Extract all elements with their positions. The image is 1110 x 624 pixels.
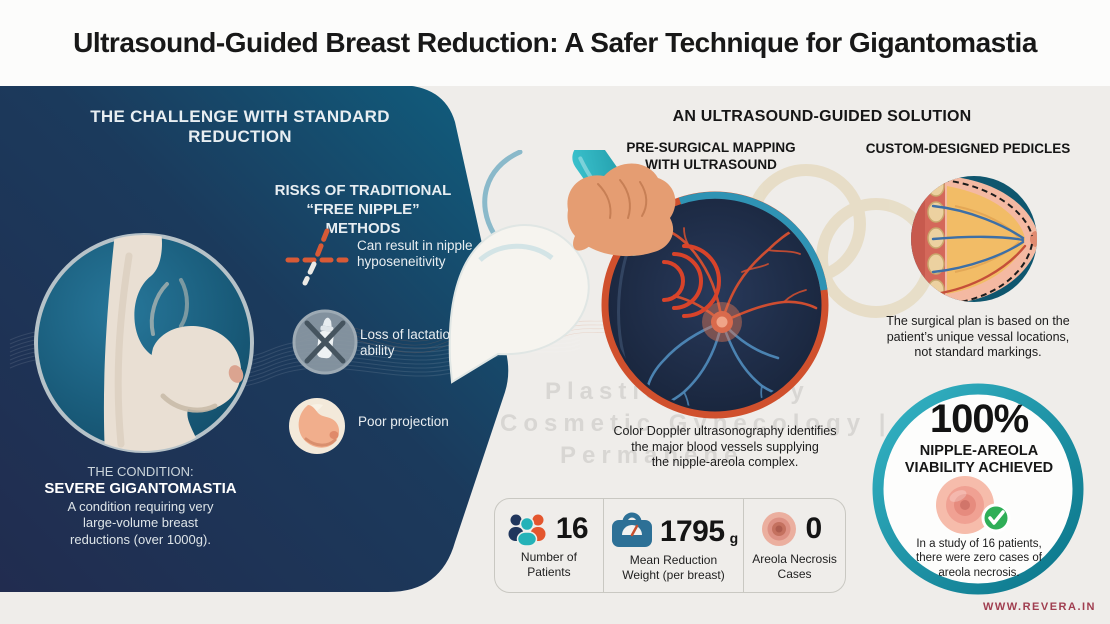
challenge-panel-shape (0, 85, 509, 592)
risk-item-label: Loss of lactation ability (360, 327, 458, 359)
condition-label: THE CONDITION: (87, 464, 194, 479)
stat-unit: g (729, 530, 739, 547)
mapping-title: PRE-SURGICAL MAPPING WITH ULTRASOUND (626, 140, 796, 172)
sound-waves-icon (662, 244, 721, 318)
watermark-line3: Permanene (560, 442, 744, 469)
page-title: Ultrasound-Guided Breast Reduction: A Sa… (73, 27, 1037, 58)
stats-box: 16 Number of Patients 1795 g Mean Reduct… (494, 498, 846, 593)
breast-shape-icon (289, 398, 345, 454)
areola-check-illustration (936, 476, 1011, 534)
stat-label: Areola Necrosis Cases (752, 552, 837, 581)
ultrasound-scan-illustration (448, 150, 829, 419)
risk-item-label: Poor projection (358, 414, 449, 429)
website-url: WWW.REVERA.IN (983, 601, 1096, 613)
stat-necrosis: 0 Areola Necrosis Cases (744, 499, 845, 592)
stat-value: 16 (555, 512, 589, 546)
stat-label: Number of Patients (520, 550, 577, 579)
weight-scale-icon (611, 512, 652, 548)
stat-value: 1795 (659, 515, 725, 549)
pedicles-caption: The surgical plan is based on the patien… (886, 314, 1070, 359)
mapping-caption: Color Doppler ultrasonography identifies… (613, 424, 837, 469)
header-bar (0, 0, 1110, 86)
condition-name: SEVERE GIGANTOMASTIA (44, 480, 237, 497)
stat-weight: 1795 g Mean Reduction Weight (per breast… (604, 499, 745, 592)
torso-illustration (34, 233, 254, 453)
risk-item-label: Can result in nipple hyposeneitivity (357, 238, 473, 270)
stat-label: Mean Reduction Weight (per breast) (622, 553, 725, 582)
result-detail: In a study of 16 patients, there were ze… (916, 538, 1042, 579)
stat-value: 0 (805, 512, 822, 546)
pedicles-title: CUSTOM-DESIGNED PEDICLES (865, 141, 1071, 156)
challenge-title: THE CHALLENGE WITH STANDARD REDUCTION (90, 107, 390, 146)
condition-description: A condition requiring very large-volume … (67, 499, 214, 547)
incision-marks-icon (285, 228, 349, 286)
pedicle-anatomy-illustration (911, 176, 1037, 302)
no-lactation-icon (292, 309, 358, 375)
hand-illustration (567, 163, 676, 257)
result-headline: NIPPLE-AREOLA VIABILITY ACHIEVED (904, 443, 1054, 477)
stat-patients: 16 Number of Patients (495, 499, 604, 592)
patients-icon (508, 514, 546, 547)
areola-icon (762, 512, 797, 547)
result-percent: 100% (929, 397, 1029, 441)
solution-title: AN ULTRASOUND-GUIDED SOLUTION (672, 108, 972, 125)
risks-title: RISKS OF TRADITIONAL “FREE NIPPLE” METHO… (274, 182, 452, 237)
